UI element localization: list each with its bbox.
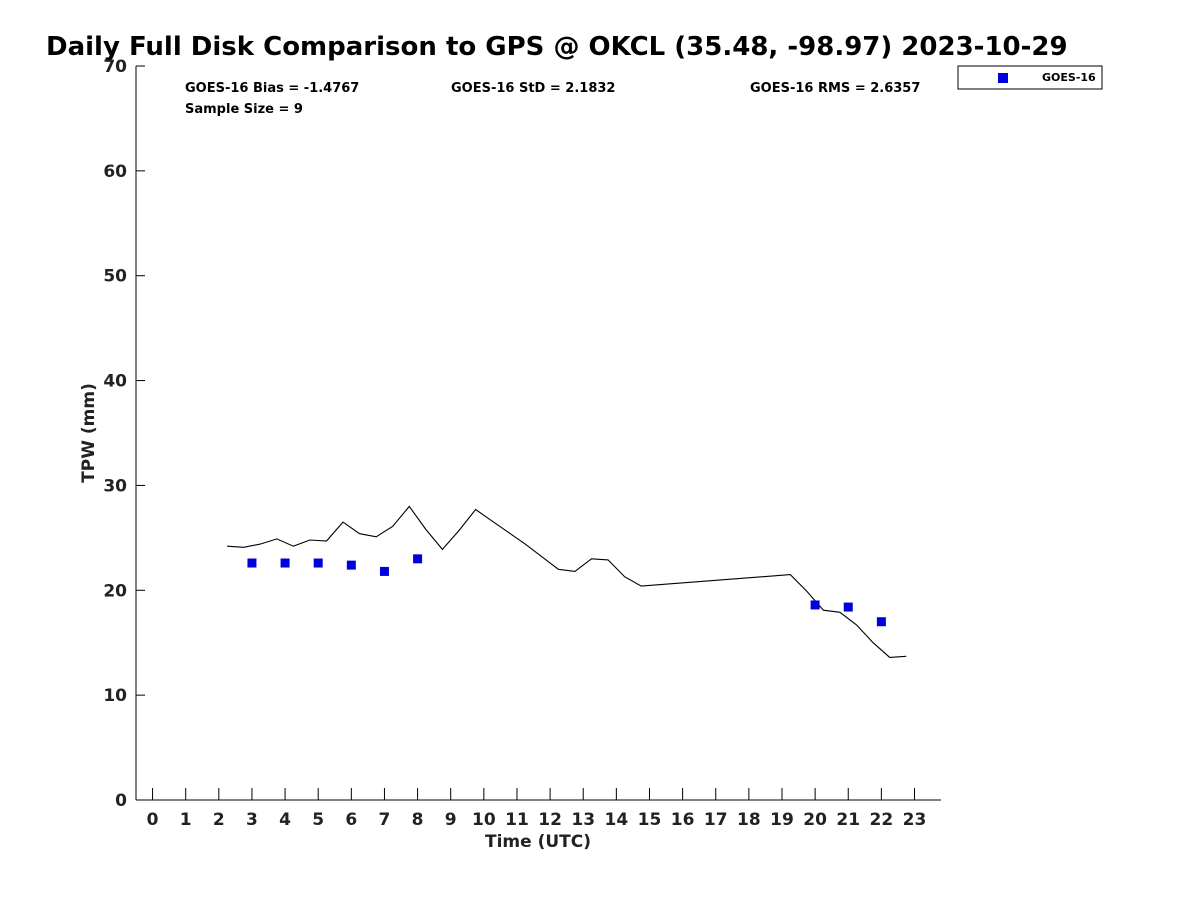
x-tick-label: 10 xyxy=(472,810,496,830)
x-tick-label: 17 xyxy=(704,810,728,830)
data-point xyxy=(346,560,356,570)
y-tick-label: 50 xyxy=(103,267,127,287)
x-tick-label: 4 xyxy=(279,810,291,830)
y-tick-label: 70 xyxy=(103,57,127,77)
x-tick-label: 5 xyxy=(312,810,324,830)
x-axis-label: Time (UTC) xyxy=(485,832,591,852)
stat-sample-size: Sample Size = 9 xyxy=(185,102,303,117)
data-point xyxy=(876,617,886,627)
x-tick-label: 11 xyxy=(505,810,529,830)
x-tick-label: 0 xyxy=(147,810,159,830)
x-tick-label: 3 xyxy=(246,810,258,830)
y-tick-label: 10 xyxy=(103,686,127,706)
y-axis-label: TPW (mm) xyxy=(79,383,99,483)
chart-title: Daily Full Disk Comparison to GPS @ OKCL… xyxy=(46,32,1068,62)
gps-series-line xyxy=(227,505,907,658)
y-tick-label: 60 xyxy=(103,162,127,182)
legend-box xyxy=(957,65,1103,90)
x-ticks: 0 1 2 3 4 5 6 7 8 9 10 11 12 13 14 15 16 17 18 19 20 21 22 23 xyxy=(147,788,927,830)
x-tick-label: 22 xyxy=(870,810,894,830)
x-tick-label: 2 xyxy=(213,810,225,830)
stat-std: GOES-16 StD = 2.1832 xyxy=(451,81,615,96)
y-tick-label: 30 xyxy=(103,476,127,496)
y-tick-label: 20 xyxy=(103,581,127,601)
legend-label: GOES-16 xyxy=(1042,71,1096,84)
x-tick-label: 18 xyxy=(737,810,761,830)
x-tick-label: 15 xyxy=(638,810,662,830)
y-tick-label: 0 xyxy=(115,791,127,811)
axes xyxy=(135,66,941,801)
x-tick-label: 12 xyxy=(538,810,562,830)
data-point xyxy=(280,558,290,568)
stats-annotations: GOES-16 Bias = -1.4767 GOES-16 StD = 2.1… xyxy=(185,81,920,117)
x-tick-label: 8 xyxy=(412,810,424,830)
data-point xyxy=(313,558,323,568)
data-point xyxy=(379,566,389,576)
y-ticks: 0 10 20 30 40 50 60 70 xyxy=(103,57,145,811)
data-point xyxy=(413,554,423,564)
x-tick-label: 16 xyxy=(671,810,695,830)
data-point xyxy=(810,600,820,610)
x-tick-label: 9 xyxy=(445,810,457,830)
data-point xyxy=(247,558,257,568)
legend-marker xyxy=(998,73,1008,83)
x-tick-label: 7 xyxy=(379,810,391,830)
x-tick-label: 19 xyxy=(770,810,794,830)
x-tick-label: 1 xyxy=(180,810,192,830)
x-tick-label: 20 xyxy=(803,810,827,830)
plot-area xyxy=(227,505,907,658)
x-tick-label: 21 xyxy=(836,810,860,830)
data-point xyxy=(843,602,853,612)
stat-bias: GOES-16 Bias = -1.4767 xyxy=(185,81,359,96)
legend: GOES-16 xyxy=(957,65,1103,90)
y-tick-label: 40 xyxy=(103,372,127,392)
x-tick-label: 6 xyxy=(345,810,357,830)
x-tick-label: 14 xyxy=(605,810,629,830)
x-tick-label: 23 xyxy=(903,810,927,830)
stat-rms: GOES-16 RMS = 2.6357 xyxy=(750,81,920,96)
x-tick-label: 13 xyxy=(571,810,595,830)
